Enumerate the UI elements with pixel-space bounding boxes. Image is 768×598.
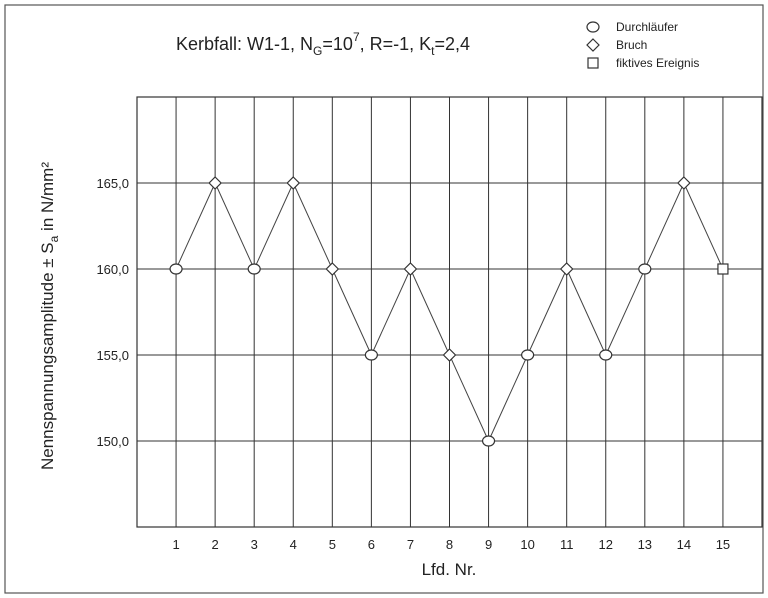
title-mid: , R=-1, K <box>360 34 432 54</box>
x-tick-label: 3 <box>251 537 258 552</box>
data-point-9-circle <box>481 435 496 447</box>
legend-marker-diamond <box>586 38 600 52</box>
legend-label-durchlaeufer: Durchläufer <box>616 20 678 34</box>
data-point-10-circle <box>521 349 535 361</box>
y-tick-label: 165,0 <box>96 176 129 191</box>
data-point-12-circle <box>599 349 613 361</box>
y-tick-label: 150,0 <box>96 434 129 449</box>
title-eq: =10 <box>322 34 353 54</box>
data-point-2-diamond <box>208 176 222 190</box>
x-tick-label: 6 <box>368 537 375 552</box>
x-tick-label: 1 <box>172 537 179 552</box>
y-axis-title-unit: in N/mm² <box>38 162 57 236</box>
x-tick-label: 7 <box>407 537 414 552</box>
data-point-8-diamond <box>442 348 457 362</box>
x-axis-title: Lfd. Nr. <box>422 560 477 579</box>
title-suffix: =2,4 <box>435 34 471 54</box>
legend-markers <box>586 21 600 69</box>
y-axis-title: Nennspannungsamplitude ± Sa in N/mm² <box>38 162 61 470</box>
grid <box>137 97 762 527</box>
data-point-3-circle <box>247 263 261 275</box>
x-tick-label: 10 <box>520 537 534 552</box>
data-point-6-circle <box>364 349 378 361</box>
x-tick-label: 2 <box>212 537 219 552</box>
x-tick-label: 13 <box>638 537 652 552</box>
y-tick-labels: 150,0 155,0 160,0 165,0 <box>96 176 129 449</box>
data-markers <box>169 176 729 447</box>
legend-label-bruch: Bruch <box>616 38 647 52</box>
data-point-15-square <box>717 263 729 275</box>
y-axis-title-main: Nennspannungsamplitude ± S <box>38 242 57 470</box>
data-point-14-diamond <box>677 176 691 190</box>
y-axis-title-sub: a <box>47 235 61 242</box>
data-point-4-diamond <box>286 176 301 190</box>
title-sup-7: 7 <box>353 30 360 44</box>
x-tick-label: 5 <box>329 537 336 552</box>
data-point-1-circle <box>169 263 183 275</box>
data-point-11-diamond <box>559 262 574 276</box>
legend-label-fiktives-ereignis: fiktives Ereignis <box>616 56 699 70</box>
title-prefix: Kerbfall: W1-1, N <box>176 34 313 54</box>
title-sub-g: G <box>313 44 322 58</box>
figure-frame <box>4 4 764 594</box>
data-point-5-diamond <box>325 262 340 276</box>
y-tick-label: 160,0 <box>96 262 129 277</box>
x-tick-label: 12 <box>599 537 613 552</box>
legend-marker-circle <box>586 21 600 33</box>
x-tick-label: 15 <box>716 537 730 552</box>
x-tick-label: 8 <box>446 537 453 552</box>
x-tick-label: 4 <box>290 537 297 552</box>
y-tick-label: 155,0 <box>96 348 129 363</box>
x-tick-label: 11 <box>560 537 574 552</box>
legend: Durchläufer Bruch fiktives Ereignis <box>586 20 699 70</box>
data-point-13-circle <box>638 263 652 275</box>
x-tick-labels: 1 2 3 4 5 6 7 8 9 10 11 12 13 14 15 <box>172 537 730 552</box>
chart-title: Kerbfall: W1-1, NG=107, R=-1, Kt=2,4 <box>176 30 470 58</box>
x-tick-label: 9 <box>485 537 492 552</box>
x-tick-label: 14 <box>677 537 691 552</box>
data-point-7-diamond <box>403 262 418 276</box>
legend-marker-square <box>587 57 599 69</box>
title-sub-t: t <box>431 44 435 58</box>
